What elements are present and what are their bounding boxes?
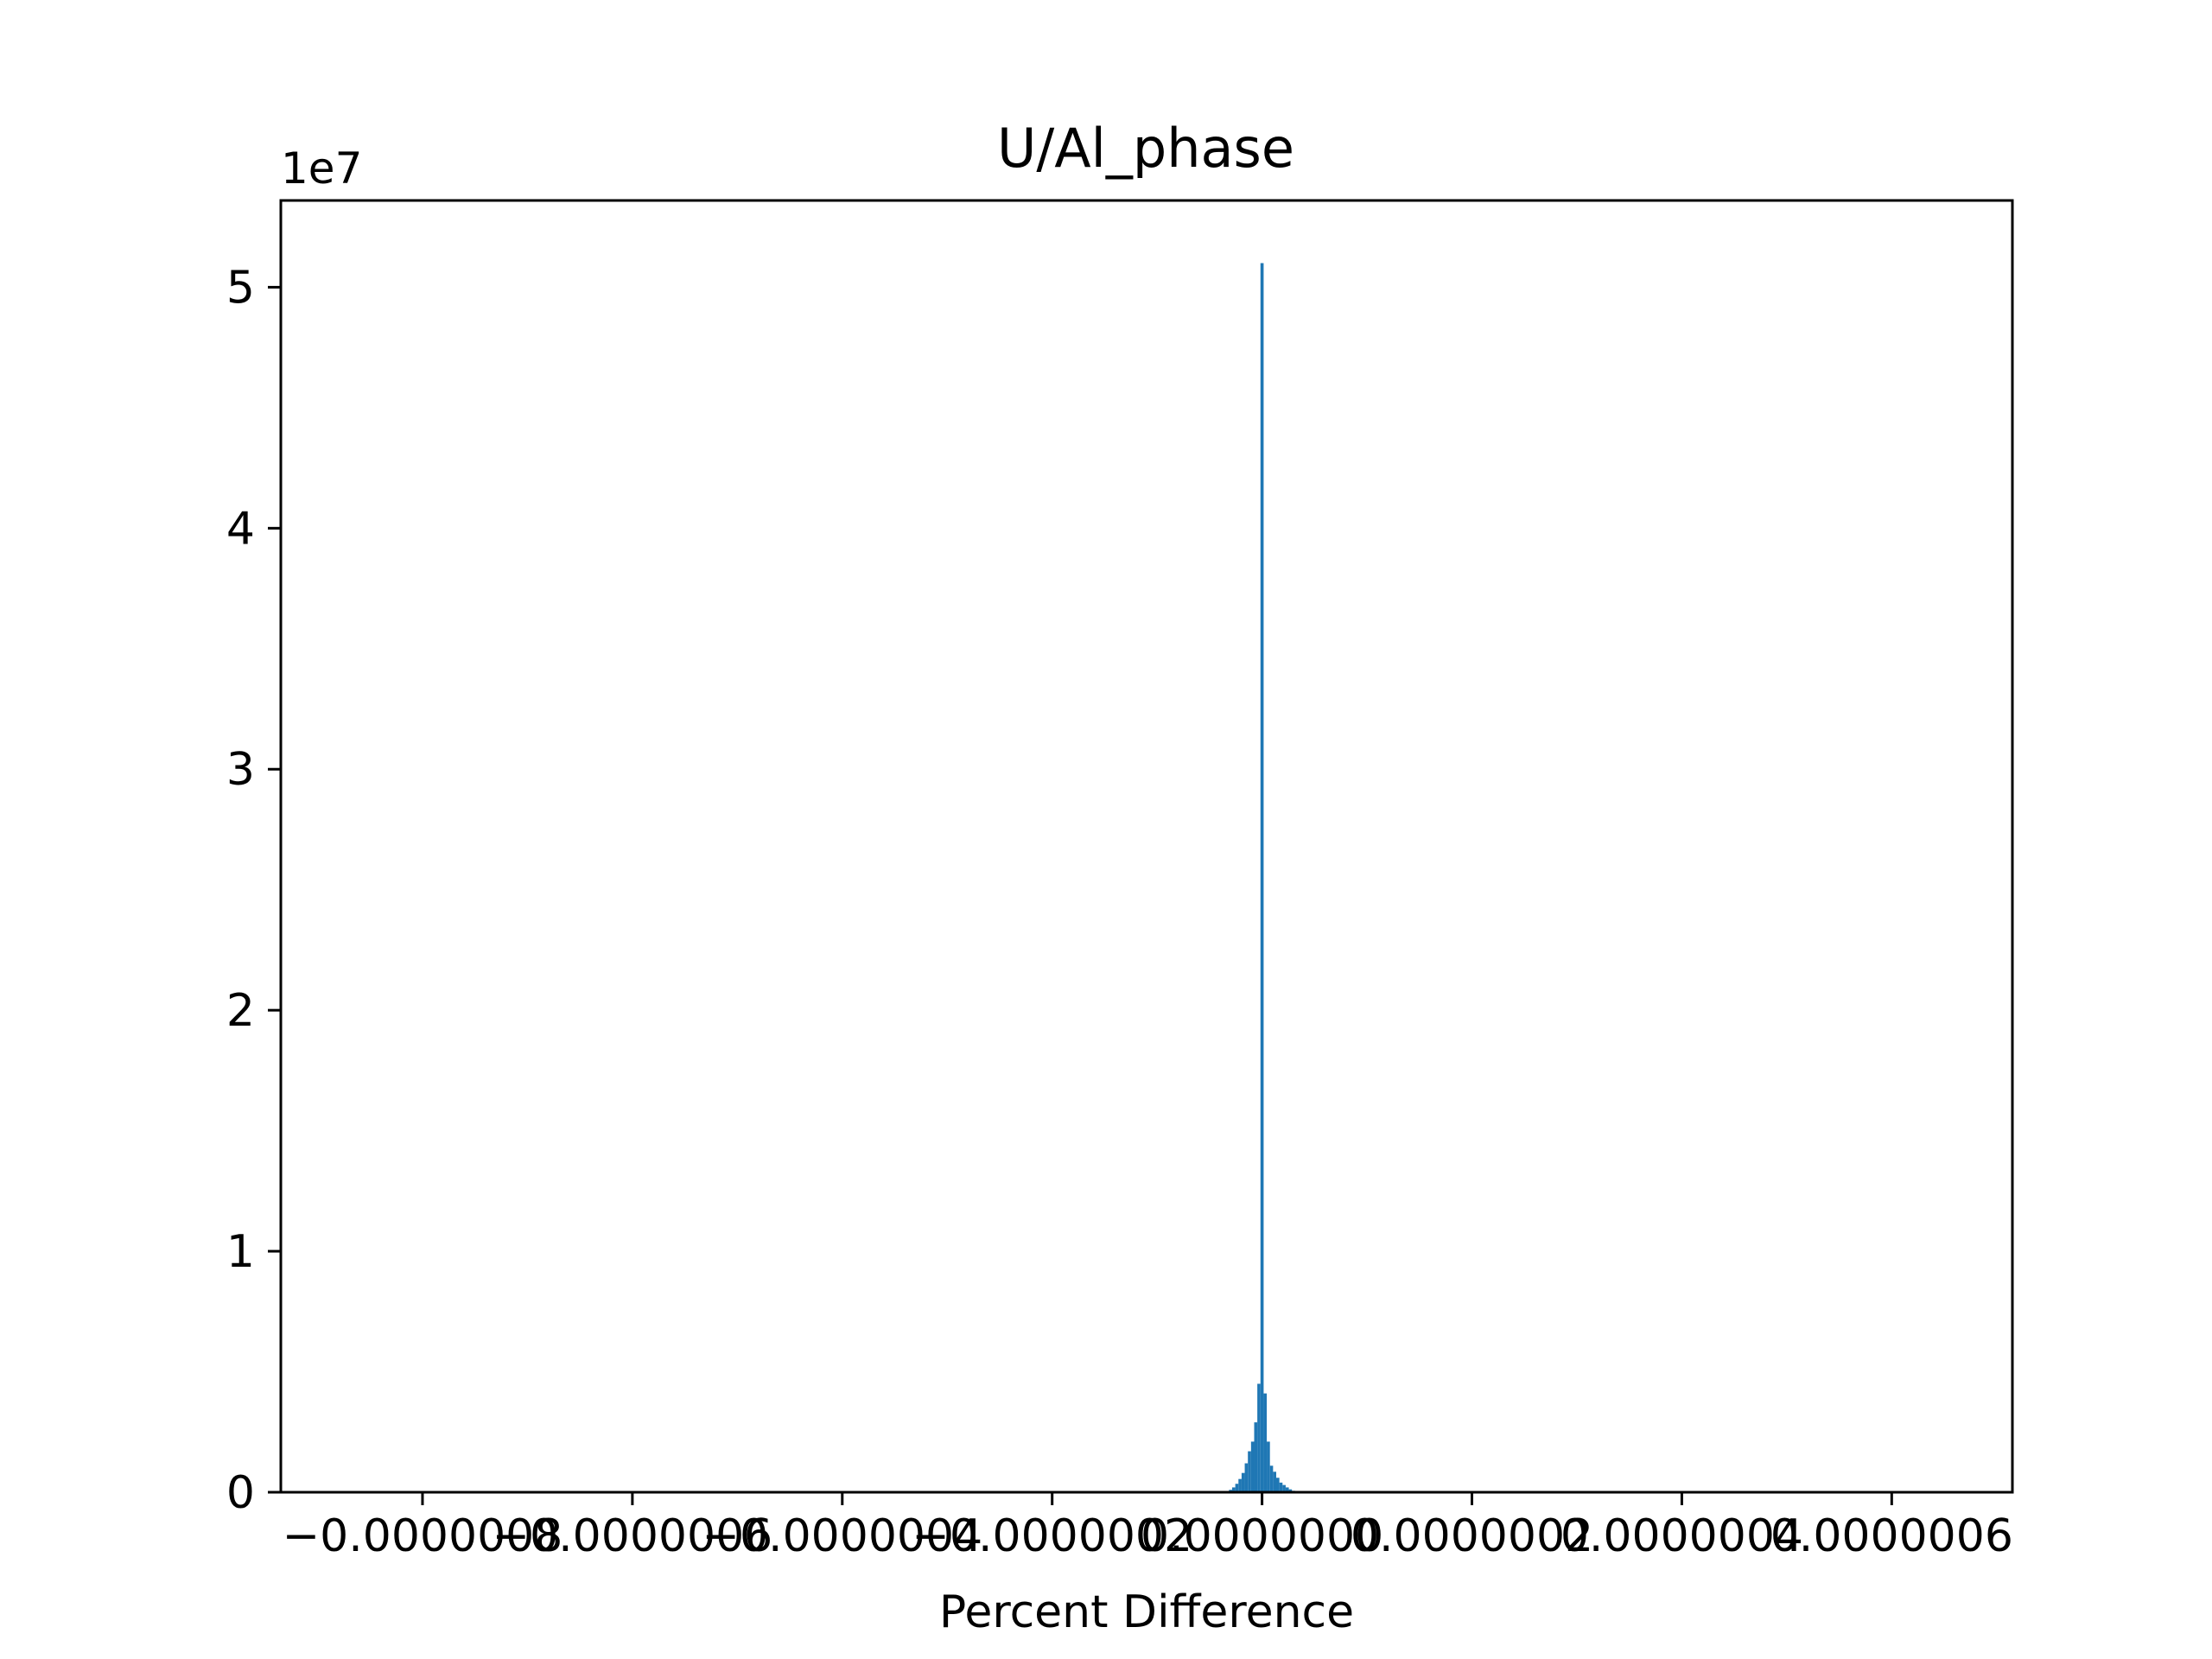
- histogram-bar-16: [1279, 1482, 1283, 1492]
- x-tick-label-4: 0.0000000: [1141, 1510, 1383, 1562]
- histogram-bar-3: [1238, 1478, 1242, 1492]
- y-offset-label: 1e7: [281, 143, 362, 194]
- chart-title: U/Al_phase: [997, 117, 1294, 180]
- histogram-bar-10: [1260, 263, 1264, 1492]
- x-axis-label: Percent Difference: [939, 1586, 1354, 1638]
- y-tick-label-3: 3: [226, 744, 255, 796]
- histogram-bar-1: [1231, 1487, 1236, 1492]
- y-tick-label-1: 1: [226, 1226, 255, 1278]
- x-tick-label-0: −0.0000008: [283, 1510, 563, 1562]
- histogram-bar-13: [1269, 1465, 1274, 1492]
- y-tick-label-0: 0: [226, 1467, 255, 1519]
- y-axis-ticks: 0 1 2 3 4 5: [226, 262, 281, 1519]
- x-tick-label-1: −0.0000006: [492, 1510, 772, 1562]
- x-tick-label-7: 0.0000006: [1770, 1510, 2013, 1562]
- histogram-bar-8: [1254, 1422, 1258, 1492]
- histogram-bar-9: [1257, 1383, 1261, 1492]
- histogram-bar-17: [1282, 1484, 1286, 1492]
- plot-frame: [279, 199, 2014, 1494]
- x-tick-label-6: 0.0000004: [1560, 1510, 1803, 1562]
- histogram-bar-2: [1235, 1484, 1239, 1492]
- histogram-bar-14: [1273, 1471, 1276, 1492]
- y-tick-label-5: 5: [226, 262, 255, 314]
- histogram-bar-11: [1263, 1393, 1268, 1492]
- histogram-bar-7: [1250, 1441, 1255, 1492]
- y-tick-label-4: 4: [226, 503, 255, 555]
- histogram-bar-18: [1285, 1487, 1289, 1492]
- histogram-bar-4: [1241, 1472, 1245, 1492]
- x-tick-label-5: 0.0000002: [1351, 1510, 1593, 1562]
- y-tick-label-2: 2: [226, 985, 255, 1037]
- histogram-bar-19: [1288, 1489, 1293, 1492]
- histogram-bar-6: [1248, 1451, 1251, 1492]
- histogram-bar-15: [1275, 1478, 1280, 1492]
- x-tick-label-2: −0.0000004: [702, 1510, 982, 1562]
- x-axis-ticks: −0.0000008−0.0000006−0.0000004−0.0000002…: [283, 1492, 2013, 1562]
- histogram-bars: [1229, 263, 1295, 1492]
- histogram-bar-12: [1267, 1441, 1270, 1492]
- x-tick-label-3: −0.0000002: [912, 1510, 1192, 1562]
- histogram-bar-5: [1244, 1463, 1249, 1492]
